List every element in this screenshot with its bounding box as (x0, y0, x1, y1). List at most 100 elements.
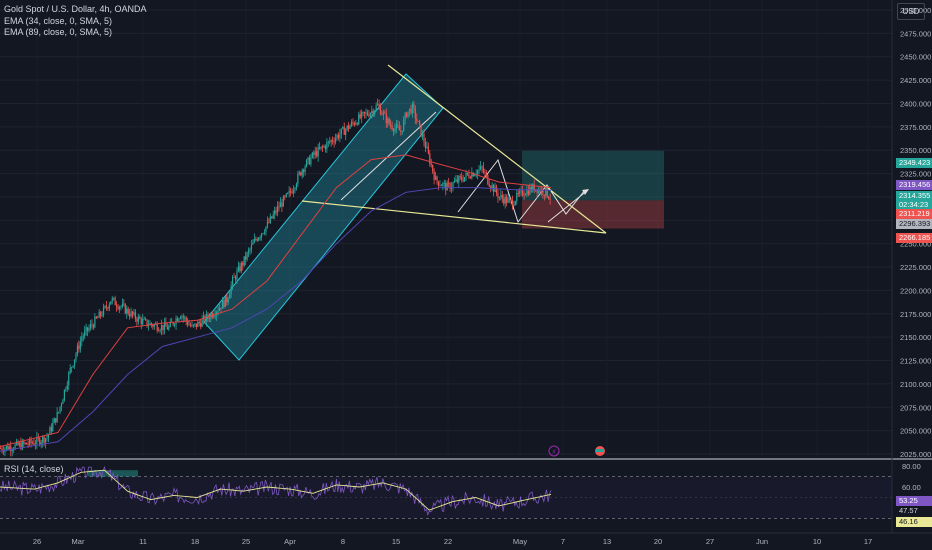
candle-body (232, 276, 234, 286)
candle-body (530, 186, 532, 192)
candle-body (226, 296, 228, 303)
candle-body (366, 112, 369, 115)
candle-body (172, 322, 174, 325)
candle-body (197, 321, 199, 328)
candle-body (356, 123, 358, 125)
candle-body (519, 190, 521, 194)
candle-body (353, 122, 355, 125)
candle-body (121, 303, 123, 307)
candle-body (63, 389, 65, 400)
candle-body (205, 314, 208, 322)
candle-body (160, 325, 163, 331)
candle-body (478, 169, 480, 171)
candle-body (23, 441, 25, 444)
candle-body (42, 436, 44, 443)
candle-body (330, 140, 332, 142)
candle-body (261, 233, 263, 237)
candle-body (433, 171, 435, 180)
candle-body (391, 125, 393, 130)
candle-body (85, 327, 87, 331)
candle-body (482, 167, 485, 173)
candle-body (240, 262, 242, 272)
candle-body (374, 110, 376, 115)
ema89-legend[interactable]: EMA (89, close, 0, SMA, 5) (4, 27, 113, 37)
candle-body (481, 166, 483, 168)
symbol-legend[interactable]: Gold Spot / U.S. Dollar, 4h, OANDA (4, 4, 147, 14)
candle-body (68, 372, 70, 385)
candle-body (124, 304, 126, 314)
candle-body (150, 323, 152, 325)
candle-body (91, 324, 93, 326)
candle-body (245, 256, 247, 260)
ema34-line (0, 154, 552, 447)
candle-body (98, 311, 100, 318)
lightning-icon (548, 445, 560, 457)
candle-body (404, 113, 406, 120)
candle-body (300, 172, 302, 176)
candle-body (256, 239, 258, 241)
candle-body (327, 141, 329, 143)
candle-body (516, 192, 518, 202)
price-axis-label: 2400.000 (900, 99, 931, 108)
candle-body (249, 249, 251, 251)
candle-body (342, 127, 344, 129)
lightning-glyph: ⚡ (552, 448, 557, 456)
candle-body (10, 446, 12, 451)
candle-body (449, 183, 451, 190)
candle-body (377, 104, 379, 106)
time-axis-label: 18 (191, 537, 199, 546)
candle-body (500, 195, 502, 198)
candle-body (390, 124, 392, 126)
ema34-legend[interactable]: EMA (34, close, 0, SMA, 5) (4, 16, 113, 26)
candle-body (233, 276, 235, 278)
candle-body (191, 325, 193, 327)
candle-body (442, 183, 444, 186)
candle-body (224, 296, 226, 308)
candle-body (66, 384, 68, 390)
channel-midline (340, 111, 437, 201)
currency-button[interactable]: USD (897, 3, 925, 20)
time-axis-label: 26 (33, 537, 41, 546)
candle-body (120, 306, 122, 308)
time-axis-label: 7 (561, 537, 565, 546)
candle-body (107, 307, 109, 309)
candle-body (432, 164, 434, 172)
candle-body (134, 312, 137, 319)
candle-body (379, 106, 382, 115)
candle-body (158, 330, 160, 332)
candle-body (46, 437, 48, 439)
candle-body (308, 157, 311, 165)
candle-body (274, 210, 276, 215)
candle-body (321, 146, 324, 148)
price-axis-label: 2425.000 (900, 76, 931, 85)
candle-body (242, 262, 244, 266)
candle-body (287, 192, 289, 194)
candle-body (79, 341, 81, 349)
candle-body (117, 306, 119, 309)
candle-body (464, 177, 466, 182)
stop-price-tag: 2266.185 (896, 233, 932, 243)
price-axis-label: 2325.000 (900, 170, 931, 179)
candle-body (30, 438, 32, 443)
candle-body (397, 124, 399, 127)
current-price-tag: 2314.355 (896, 191, 932, 201)
candle-body (539, 189, 541, 193)
rsi-legend[interactable]: RSI (14, close) (4, 464, 64, 474)
candle-body (153, 324, 155, 327)
candle-body (72, 365, 74, 368)
candle-body (108, 304, 110, 309)
price-axis-label: 2250.000 (900, 240, 931, 249)
entry-price-tag: 2296.393 (896, 219, 932, 229)
candle-body (184, 317, 186, 319)
candle-body (540, 189, 543, 193)
candle-body (323, 146, 325, 148)
candle-body (440, 185, 442, 187)
candle-body (419, 121, 421, 125)
candle-body (301, 169, 303, 176)
candle-body (465, 172, 467, 178)
time-axis-label: Mar (72, 537, 85, 546)
candle-body (324, 146, 326, 149)
candle-body (446, 183, 448, 191)
candle-body (408, 108, 411, 112)
